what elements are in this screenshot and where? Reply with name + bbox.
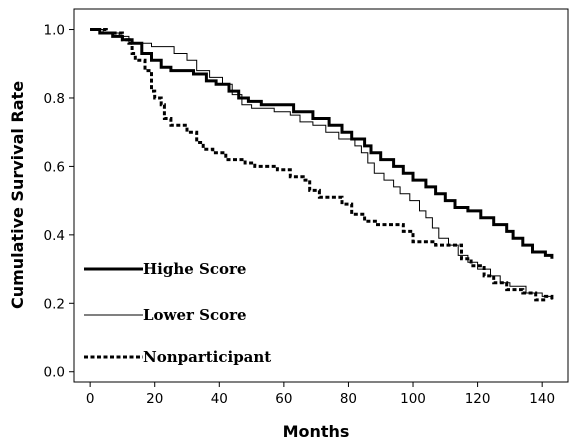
legend-label-3: Nonparticipant (143, 348, 271, 366)
series-line-3 (90, 28, 554, 302)
x-axis-title: Months (283, 422, 350, 441)
y-tick-label: 0.2 (44, 296, 65, 312)
y-tick-label: 0.6 (44, 159, 65, 175)
legend: Highe Score Lower Score Nonparticipant (84, 260, 271, 366)
plot-frame (73, 8, 569, 383)
y-axis-title: Cumulative Survival Rate (8, 81, 27, 309)
series-layer (90, 28, 554, 302)
y-tick-label: 1.0 (44, 23, 65, 39)
series-line-2 (90, 29, 553, 300)
x-tick-label: 120 (465, 391, 491, 407)
series-line-1 (90, 28, 554, 259)
x-tick-label: 100 (400, 391, 426, 407)
x-tick-label: 140 (529, 391, 555, 407)
y-tick-label: 0.0 (44, 365, 65, 381)
y-tick-label: 0.8 (44, 91, 65, 107)
legend-label-1: Highe Score (143, 260, 246, 278)
legend-label-2: Lower Score (143, 306, 247, 324)
x-tick-label: 60 (275, 391, 292, 407)
y-tick-label: 0.4 (44, 228, 65, 244)
x-tick-label: 0 (86, 391, 95, 407)
x-tick-label: 20 (146, 391, 163, 407)
ticks-layer: 0 20 40 60 80 100 120 140 0.0 0.2 0.4 0.6 0.8 1.0 (44, 23, 556, 407)
x-tick-label: 40 (211, 391, 228, 407)
x-tick-label: 80 (340, 391, 357, 407)
